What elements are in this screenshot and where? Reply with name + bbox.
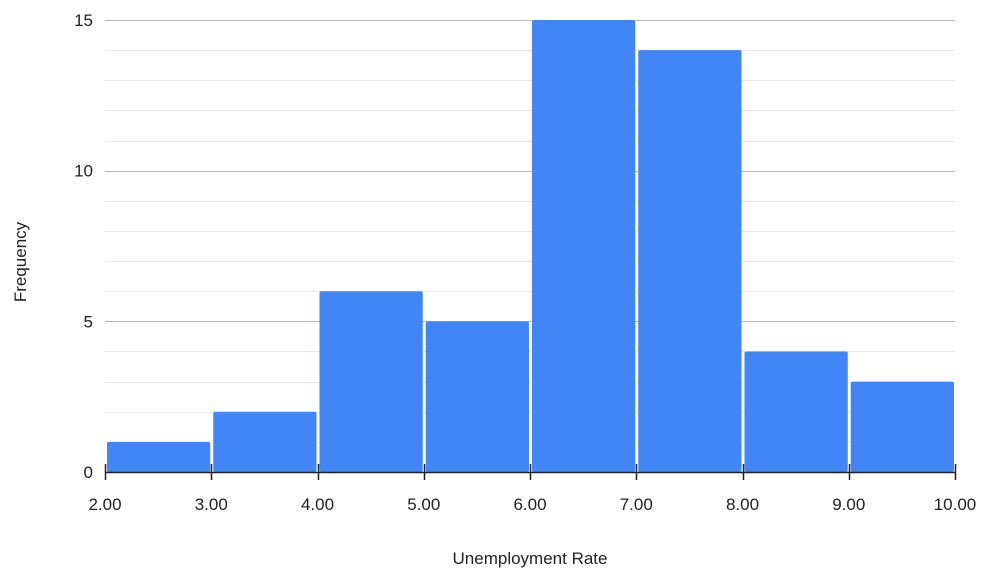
histogram-bar-5 <box>532 20 636 472</box>
x-tick-label: 9.00 <box>832 495 865 514</box>
x-axis-title: Unemployment Rate <box>453 549 608 568</box>
x-tick-label: 2.00 <box>88 495 121 514</box>
x-tick-label: 4.00 <box>301 495 334 514</box>
x-tick-label: 8.00 <box>726 495 759 514</box>
x-axis-ticks: 2.00 3.00 4.00 5.00 6.00 7.00 8.00 9.00 10.00 <box>88 464 976 514</box>
x-tick-label: 3.00 <box>195 495 228 514</box>
x-tick-label: 6.00 <box>513 495 546 514</box>
histogram-bar-6 <box>638 50 742 473</box>
y-axis-ticks: 0 5 10 15 <box>74 11 93 482</box>
y-tick-label: 15 <box>74 11 93 30</box>
x-tick-label: 7.00 <box>620 495 653 514</box>
histogram-bar-7 <box>744 351 848 472</box>
y-tick-label: 0 <box>84 463 93 482</box>
histogram-bar-1 <box>107 441 211 472</box>
y-tick-label: 10 <box>74 162 93 181</box>
histogram-bar-3 <box>319 291 423 472</box>
grid-lines <box>105 20 955 443</box>
histogram-bar-4 <box>425 321 529 472</box>
histogram-bar-8 <box>850 381 954 472</box>
x-tick-label: 5.00 <box>407 495 440 514</box>
x-tick-label: 10.00 <box>934 495 977 514</box>
bars <box>107 20 954 473</box>
y-tick-label: 5 <box>84 312 93 331</box>
y-axis-title: Frequency <box>11 221 30 302</box>
histogram-bar-2 <box>213 411 317 472</box>
